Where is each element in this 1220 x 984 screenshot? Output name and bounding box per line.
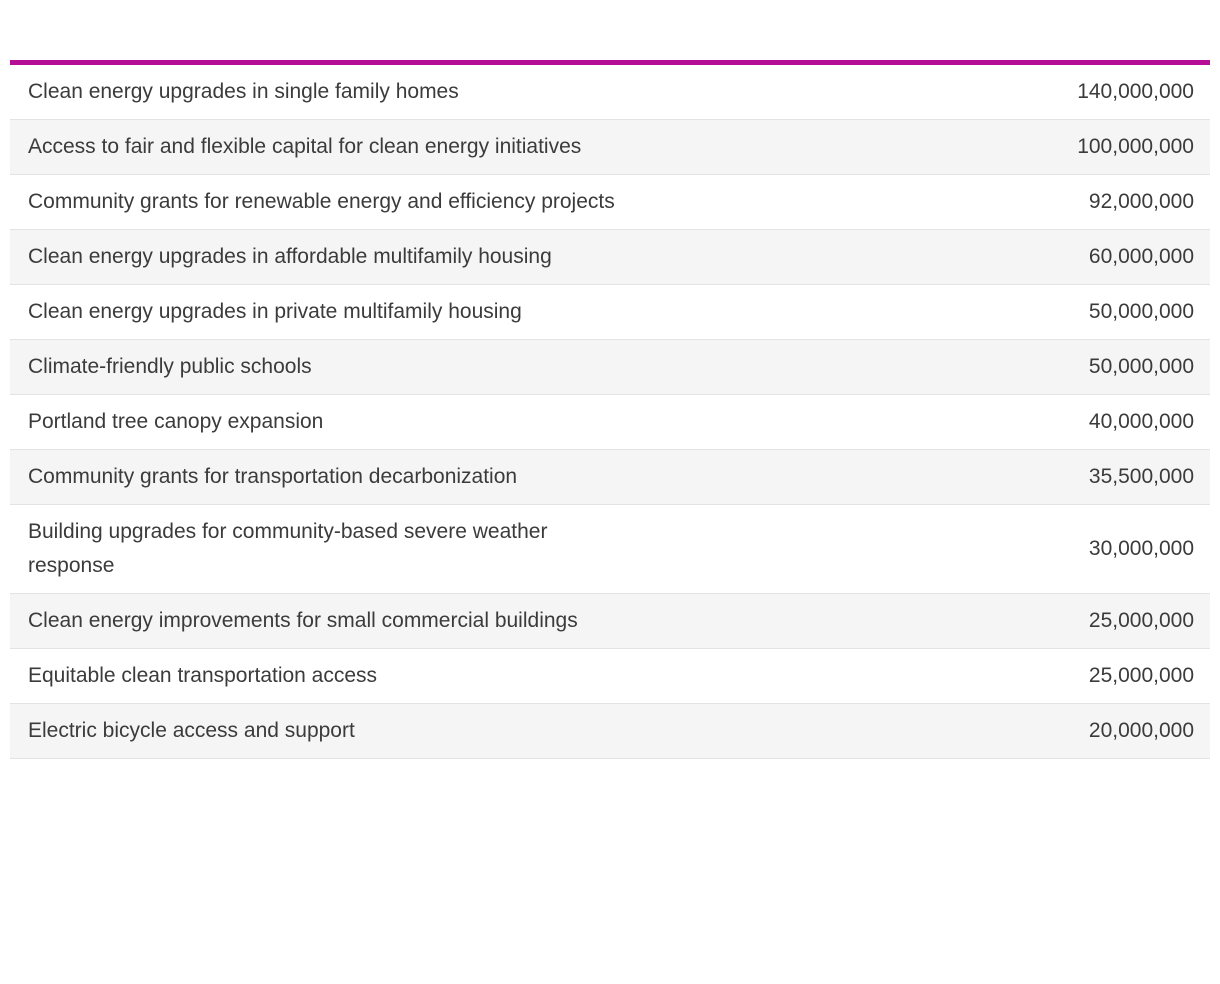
- row-value: 92,000,000: [1088, 190, 1194, 213]
- row-label: Community grants for transportation deca…: [28, 465, 518, 488]
- row-label: Clean energy upgrades in single family h…: [28, 80, 459, 103]
- row-label: Portland tree canopy expansion: [28, 410, 324, 433]
- row-value: 100,000,000: [1077, 135, 1194, 158]
- row-value: 40,000,000: [1088, 410, 1194, 433]
- row-value: 60,000,000: [1088, 245, 1194, 268]
- row-label: Clean energy upgrades in private multifa…: [28, 300, 522, 323]
- table-row: Community grants for renewable energy an…: [10, 175, 1210, 230]
- table-row: Clean energy upgrades in single family h…: [10, 65, 1210, 120]
- row-value: 20,000,000: [1088, 719, 1194, 742]
- row-label: Clean energy improvements for small comm…: [28, 609, 578, 632]
- row-value: 50,000,000: [1088, 300, 1194, 323]
- table-row: Climate-friendly public schools 50,000,0…: [10, 340, 1210, 395]
- row-value: 30,000,000: [1088, 537, 1194, 560]
- row-value: 50,000,000: [1088, 355, 1194, 378]
- row-label: Electric bicycle access and support: [28, 719, 355, 742]
- row-value: 25,000,000: [1088, 664, 1194, 687]
- funding-table: Clean energy upgrades in single family h…: [10, 60, 1210, 759]
- table-row: Community grants for transportation deca…: [10, 450, 1210, 505]
- row-label: Equitable clean transportation access: [28, 664, 378, 687]
- row-value: 25,000,000: [1088, 609, 1194, 632]
- row-label: Access to fair and flexible capital for …: [28, 135, 582, 158]
- table-row: Clean energy upgrades in private multifa…: [10, 285, 1210, 340]
- table-row: Access to fair and flexible capital for …: [10, 120, 1210, 175]
- row-label: Climate-friendly public schools: [28, 355, 312, 378]
- table-row: Building upgrades for community-based se…: [10, 505, 1210, 594]
- table-row: Clean energy upgrades in affordable mult…: [10, 230, 1210, 285]
- row-value: 140,000,000: [1077, 80, 1194, 103]
- accent-rule: [10, 60, 1210, 65]
- row-label: Building upgrades for community-based se…: [28, 520, 548, 577]
- row-label: Clean energy upgrades in affordable mult…: [28, 245, 552, 268]
- table-row: Clean energy improvements for small comm…: [10, 594, 1210, 649]
- table-row: Electric bicycle access and support 20,0…: [10, 704, 1210, 759]
- table-row: Equitable clean transportation access 25…: [10, 649, 1210, 704]
- table-row: Portland tree canopy expansion 40,000,00…: [10, 395, 1210, 450]
- row-value: 35,500,000: [1088, 465, 1194, 488]
- table-body: Clean energy upgrades in single family h…: [10, 65, 1210, 759]
- row-label: Community grants for renewable energy an…: [28, 190, 615, 213]
